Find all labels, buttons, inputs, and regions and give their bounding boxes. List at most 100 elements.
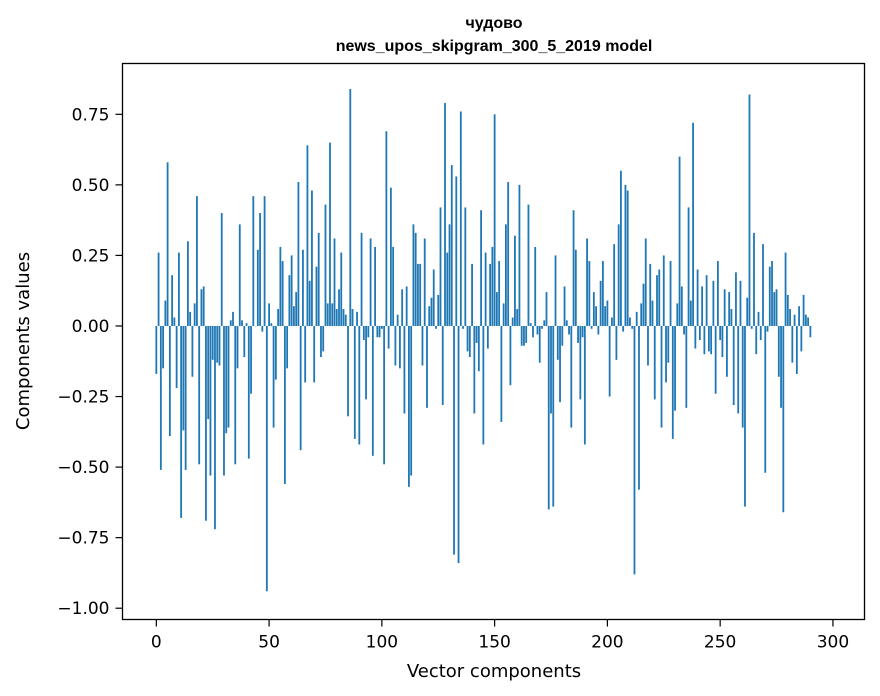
bar-174	[547, 325, 550, 510]
bar-69	[311, 190, 313, 326]
bar-154	[502, 303, 505, 326]
bar-289	[807, 317, 810, 326]
bar-123	[432, 269, 435, 326]
bar-206	[620, 170, 622, 326]
x-tick-label-200: 200	[591, 633, 623, 653]
bar-179	[559, 325, 561, 403]
bar-52	[272, 325, 275, 428]
bar-31	[225, 325, 228, 434]
bar-132	[453, 325, 455, 555]
bar-224	[660, 325, 663, 428]
bar-218	[647, 325, 649, 366]
bar-219	[649, 263, 652, 326]
bar-104	[389, 187, 392, 326]
bar-221	[653, 325, 656, 400]
bar-199	[604, 306, 607, 326]
bar-184	[570, 325, 573, 428]
bar-159	[514, 235, 516, 326]
bar-82	[340, 252, 343, 326]
bar-164	[525, 325, 528, 343]
bar-173	[545, 292, 548, 326]
bar-3	[162, 325, 164, 369]
bar-46	[259, 213, 261, 326]
bar-94	[367, 325, 370, 338]
bar-188	[579, 325, 582, 400]
bar-166	[529, 323, 532, 326]
bar-89	[356, 311, 358, 326]
bar-226	[665, 325, 667, 383]
bar-187	[577, 325, 579, 343]
bar-78	[331, 303, 334, 326]
x-tick-label-150: 150	[478, 633, 510, 653]
bar-253	[726, 325, 728, 377]
bar-163	[523, 325, 525, 346]
x-axis-ticks: 0 50 100 150 200 250 300	[151, 619, 849, 653]
bar-153	[500, 325, 503, 422]
bar-181	[563, 286, 566, 326]
bar-8	[173, 317, 176, 326]
bar-64	[299, 325, 302, 451]
bar-171	[541, 325, 543, 329]
bar-135	[459, 111, 462, 326]
bar-72	[317, 232, 320, 326]
bar-178	[556, 325, 559, 360]
bar-101	[383, 325, 386, 465]
bar-139	[468, 325, 471, 358]
bar-149	[491, 246, 494, 326]
bar-279	[784, 252, 787, 326]
bar-147	[486, 325, 489, 349]
bar-274	[773, 292, 776, 326]
bar-220	[651, 300, 654, 326]
bar-14	[187, 241, 189, 326]
bar-125	[437, 294, 440, 326]
bar-21	[202, 286, 205, 326]
bar-245	[707, 325, 710, 352]
y-tick-label-5: 0.25	[72, 246, 110, 266]
bar-238	[692, 122, 694, 326]
bar-51	[270, 323, 273, 326]
bar-193	[590, 325, 593, 329]
bar-32	[227, 325, 230, 428]
bar-167	[532, 325, 534, 338]
bar-285	[798, 306, 800, 326]
bar-95	[369, 238, 372, 326]
bar-287	[802, 294, 805, 326]
y-tick-label-7: 0.75	[72, 105, 110, 125]
bar-85	[347, 325, 349, 417]
bar-194	[592, 292, 595, 326]
bar-228	[669, 261, 672, 326]
bar-15	[189, 311, 192, 326]
bar-214	[638, 325, 640, 490]
bar-243	[703, 325, 706, 355]
bar-75	[324, 204, 327, 326]
bar-142	[475, 325, 478, 343]
y-tick-label-4: 0.00	[72, 317, 110, 337]
bar-39	[243, 325, 246, 358]
bar-70	[313, 325, 316, 383]
bar-205	[617, 224, 620, 326]
bar-247	[712, 280, 715, 326]
bar-242	[701, 286, 704, 326]
bar-211	[631, 325, 634, 329]
bar-97	[374, 246, 376, 326]
bar-148	[489, 263, 492, 326]
bar-48	[263, 196, 266, 326]
bar-43	[252, 196, 255, 326]
bar-50	[268, 303, 270, 326]
bar-195	[595, 306, 598, 326]
bar-49	[265, 325, 268, 592]
bar-79	[333, 238, 336, 326]
bar-230	[674, 325, 676, 411]
bar-273	[771, 261, 773, 326]
bar-145	[482, 325, 485, 445]
bar-100	[380, 325, 383, 329]
bar-128	[444, 103, 446, 326]
bar-130	[448, 224, 451, 326]
bar-53	[274, 325, 277, 380]
bar-165	[527, 204, 530, 326]
bar-192	[588, 261, 591, 326]
bar-282	[791, 325, 794, 363]
bar-189	[581, 325, 584, 338]
bar-13	[184, 325, 187, 470]
